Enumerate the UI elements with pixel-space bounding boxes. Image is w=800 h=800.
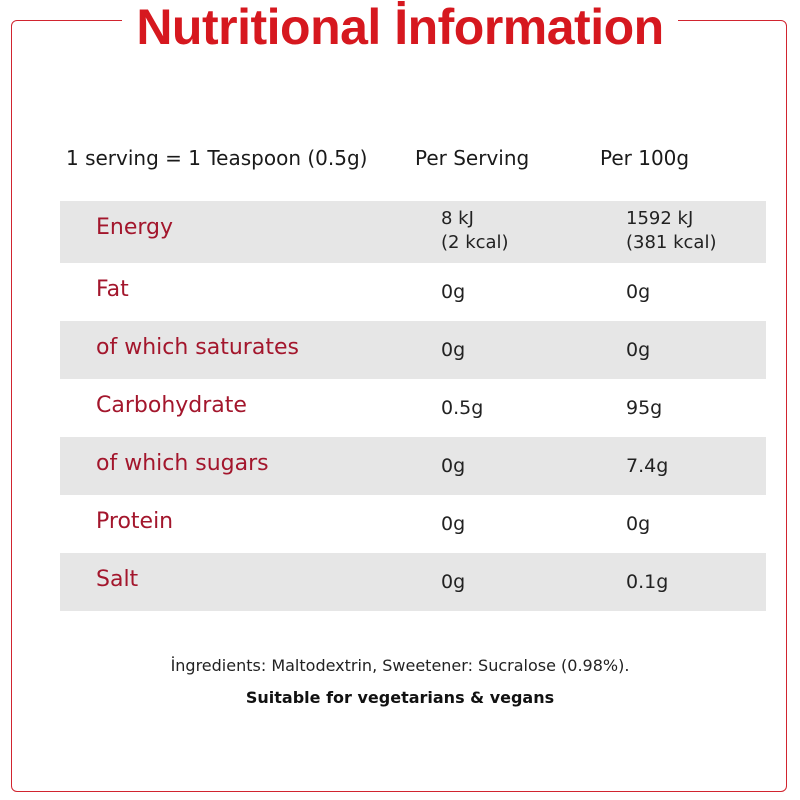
column-header-per-serving: Per Serving (415, 146, 530, 170)
table-row-carbohydrate: Carbohydrate 0.5g 95g (60, 379, 766, 437)
column-header-per-100g: Per 100g (600, 146, 690, 170)
table-header: 1 serving = 1 Teaspoon (0.5g) Per Servin… (0, 140, 800, 176)
table-row-salt: Salt 0g 0.1g (60, 553, 766, 611)
per-serving-value: 0.5g (441, 397, 484, 419)
per-100g-value: 0.1g (626, 571, 669, 593)
nutrition-table: Energy 8 kJ (2 kcal) 1592 kJ (381 kcal) … (60, 201, 766, 611)
per-serving-value: 0g (441, 513, 466, 535)
per-100g-value: 1592 kJ (381 kcal) (626, 207, 716, 255)
per-serving-kj: 8 kJ (441, 208, 474, 229)
per-serving-value: 0g (441, 571, 466, 593)
per-100g-value: 95g (626, 397, 663, 419)
dietary-note: Suitable for vegetarians & vegans (245, 688, 555, 707)
nutrient-name: Protein (96, 509, 174, 534)
serving-size: 1 serving = 1 Teaspoon (0.5g) (66, 146, 368, 170)
table-row-sugars: of which sugars 0g 7.4g (60, 437, 766, 495)
nutrient-name: Energy (96, 215, 174, 240)
page-title: Nutritional İnformation (0, 0, 800, 55)
per-100g-value: 0g (626, 281, 651, 303)
per-serving-value: 0g (441, 339, 466, 361)
table-row-fat: Fat 0g 0g (60, 263, 766, 321)
per-100g-value: 7.4g (626, 455, 669, 477)
per-serving-value: 0g (441, 281, 466, 303)
per-100g-value: 0g (626, 513, 651, 535)
table-row-protein: Protein 0g 0g (60, 495, 766, 553)
per-100g-kcal: (381 kcal) (626, 232, 717, 253)
per-serving-value: 0g (441, 455, 466, 477)
nutrient-name: Carbohydrate (96, 393, 247, 418)
nutrient-name: Salt (96, 567, 139, 592)
nutrient-name: of which saturates (96, 335, 299, 360)
per-100g-kj: 1592 kJ (626, 208, 694, 229)
per-100g-value: 0g (626, 339, 651, 361)
ingredients-text: İngredients: Maltodextrin, Sweetener: Su… (170, 656, 630, 675)
table-row-energy: Energy 8 kJ (2 kcal) 1592 kJ (381 kcal) (60, 201, 766, 263)
per-serving-value: 8 kJ (2 kcal) (441, 207, 509, 255)
per-serving-kcal: (2 kcal) (441, 232, 509, 253)
table-row-saturates: of which saturates 0g 0g (60, 321, 766, 379)
title-text: Nutritional İnformation (122, 0, 678, 55)
nutrient-name: of which sugars (96, 451, 269, 476)
nutrient-name: Fat (96, 277, 129, 302)
